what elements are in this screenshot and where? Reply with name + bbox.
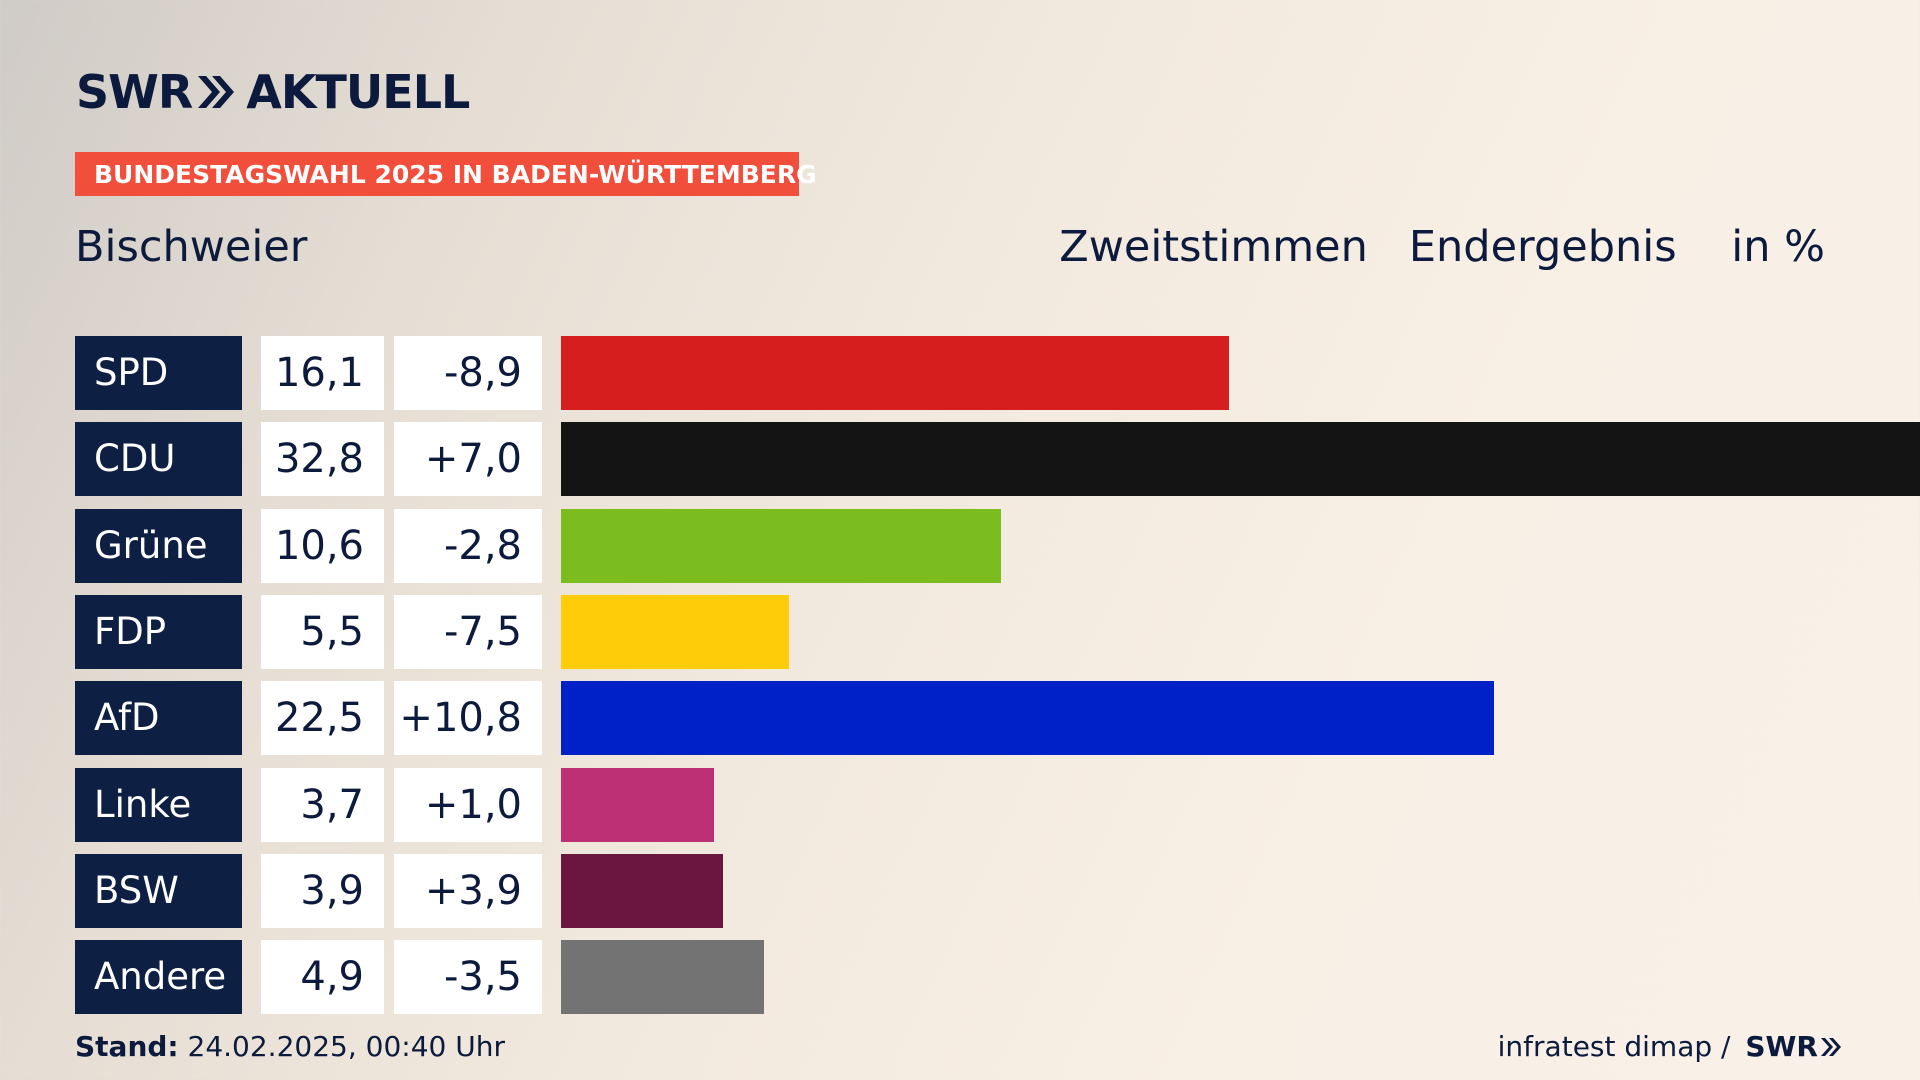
- result-bar: [561, 767, 715, 842]
- result-bar: [561, 594, 790, 669]
- party-label: Grüne: [75, 508, 242, 583]
- swr-aktuell-logo: SWR AKTUELL: [76, 65, 470, 119]
- double-chevron-icon: [198, 76, 235, 108]
- result-bar: [561, 853, 723, 928]
- party-label: BSW: [75, 853, 242, 928]
- logo-aktuell-text: AKTUELL: [246, 65, 470, 119]
- footer-swr-logo: SWR: [1745, 1030, 1818, 1063]
- change-label: +7,0: [394, 422, 542, 497]
- banner-text: BUNDESTAGSWAHL 2025 IN BADEN-WÜRTTEMBERG: [94, 159, 817, 189]
- value-label: 10,6: [261, 508, 384, 583]
- result-bar: [561, 940, 765, 1015]
- change-label: -2,8: [394, 508, 542, 583]
- party-label: SPD: [75, 336, 242, 410]
- party-label: CDU: [75, 422, 242, 497]
- result-bar: [561, 681, 1494, 756]
- result-bar: [561, 422, 1920, 497]
- change-label: -8,9: [394, 336, 542, 410]
- change-label: +10,8: [394, 681, 542, 756]
- party-label: AfD: [75, 681, 242, 756]
- result-type-label: Zweitstimmen Endergebnis in %: [1059, 222, 1825, 272]
- stand-value: 24.02.2025, 00:40 Uhr: [178, 1030, 505, 1063]
- change-label: -3,5: [394, 940, 542, 1015]
- place-name: Bischweier: [75, 222, 308, 272]
- stand-label: Stand:: [75, 1030, 179, 1063]
- value-label: 16,1: [261, 336, 384, 410]
- source-credit: infratest dimap / SWR: [1498, 1030, 1844, 1064]
- value-label: 22,5: [261, 681, 384, 756]
- party-label: Linke: [75, 767, 242, 842]
- election-banner: BUNDESTAGSWAHL 2025 IN BADEN-WÜRTTEMBERG: [75, 152, 817, 196]
- party-label: FDP: [75, 594, 242, 669]
- change-label: +1,0: [394, 767, 542, 842]
- change-label: -7,5: [394, 594, 542, 669]
- result-bar: [561, 336, 1229, 410]
- source-text: infratest dimap /: [1497, 1030, 1740, 1063]
- result-bar: [561, 508, 1001, 583]
- footer-chevron-icon: [1821, 1038, 1841, 1056]
- value-label: 4,9: [261, 940, 384, 1015]
- logo-swr-text: SWR: [76, 65, 193, 119]
- timestamp: Stand: 24.02.2025, 00:40 Uhr: [75, 1030, 505, 1064]
- value-label: 5,5: [261, 594, 384, 669]
- value-label: 32,8: [261, 422, 384, 497]
- change-label: +3,9: [394, 853, 542, 928]
- value-label: 3,7: [261, 767, 384, 842]
- value-label: 3,9: [261, 853, 384, 928]
- party-label: Andere: [75, 940, 242, 1015]
